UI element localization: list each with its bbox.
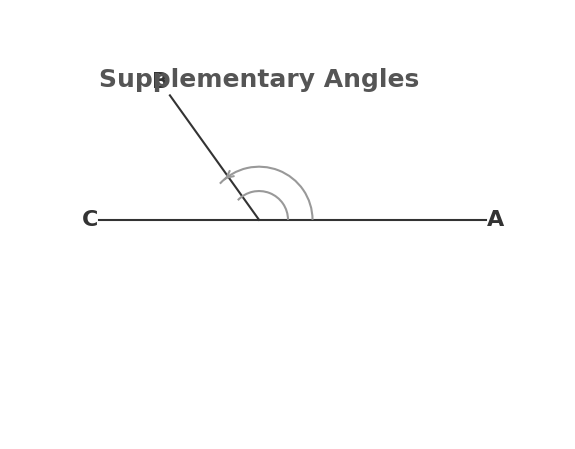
Text: A: A — [486, 210, 504, 230]
Text: Supplementary Angles: Supplementary Angles — [99, 68, 419, 92]
Text: B: B — [152, 71, 170, 92]
Text: C: C — [82, 210, 98, 230]
